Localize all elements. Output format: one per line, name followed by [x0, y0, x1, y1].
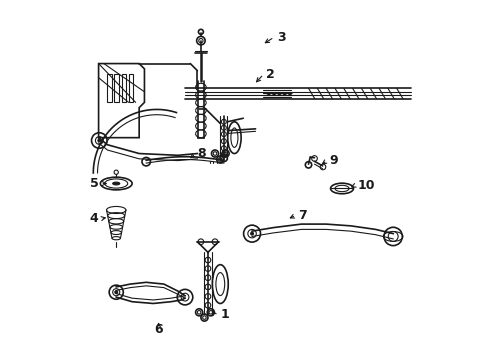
- Text: 1: 1: [220, 307, 229, 320]
- Text: 5: 5: [90, 177, 98, 190]
- Circle shape: [251, 232, 253, 235]
- Text: 8: 8: [197, 147, 206, 160]
- Text: 4: 4: [90, 212, 98, 225]
- Text: 3: 3: [277, 31, 285, 44]
- Text: 2: 2: [266, 68, 275, 81]
- Ellipse shape: [113, 182, 120, 185]
- Text: 7: 7: [298, 209, 307, 222]
- Circle shape: [98, 139, 101, 142]
- Text: 9: 9: [330, 154, 338, 167]
- Text: 6: 6: [154, 323, 163, 337]
- Circle shape: [198, 30, 203, 34]
- Circle shape: [115, 291, 118, 294]
- Text: 10: 10: [358, 179, 375, 192]
